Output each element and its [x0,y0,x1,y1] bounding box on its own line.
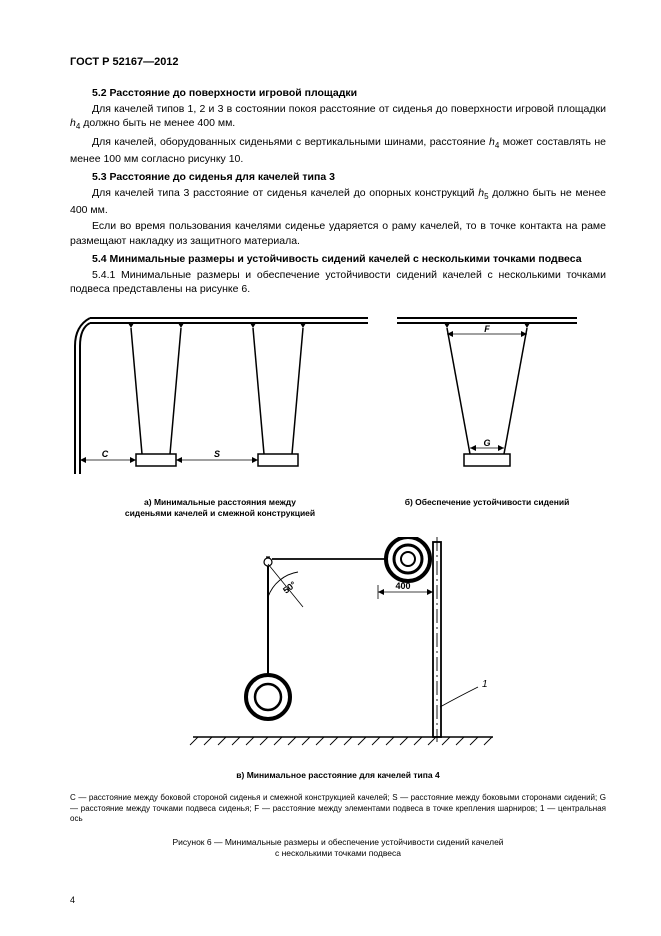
sec-5-4-title: 5.4 Минимальные размеры и устойчивость с… [70,252,606,266]
figure-a-svg: C S [70,306,370,491]
sec-5-4-title-text: 5.4 Минимальные размеры и устойчивость с… [92,253,582,265]
text: Для качелей типа 3 расстояние от сиденья… [92,187,478,199]
svg-text:1: 1 [482,679,488,690]
figure-b: F G б) Обеспечение устойчивости сидений [392,306,582,508]
fig-a-cap-2: сиденьями качелей и смежной конструкцией [125,508,315,518]
svg-text:C: C [102,449,109,459]
figure-6-caption: Рисунок 6 — Минимальные размеры и обеспе… [70,837,606,861]
fig6-cap-1: Рисунок 6 — Минимальные размеры и обеспе… [172,837,503,847]
text: должно быть не менее 400 мм. [80,117,235,129]
page: ГОСТ Р 52167—2012 5.2 Расстояние до пове… [0,0,661,936]
figures-row-ab: C S а) Минимальные расстояния между сиде… [70,306,606,519]
text: Для качелей типов 1, 2 и 3 в состоянии п… [92,103,606,115]
sec-5-2-title: 5.2 Расстояние до поверхности игровой пл… [70,86,606,100]
text: Для качелей, оборудованных сиденьями с в… [92,136,489,148]
sec-5-3-p2: Если во время пользования качелями сиден… [70,219,606,247]
figure-legend: C — расстояние между боковой стороной си… [70,793,606,824]
figure-a: C S а) Минимальные расстояния между сиде… [70,306,370,519]
figure-b-caption: б) Обеспечение устойчивости сидений [392,497,582,508]
figure-a-caption: а) Минимальные расстояния между сиденьям… [70,497,370,519]
svg-text:S: S [214,449,220,459]
figure-c: 50° 400 1 [70,537,606,781]
doc-header: ГОСТ Р 52167—2012 [70,55,606,70]
svg-text:50°: 50° [281,579,298,596]
fig-a-cap-1: а) Минимальные расстояния между [144,497,296,507]
figure-c-caption: в) Минимальное расстояние для качелей ти… [70,770,606,781]
sec-5-2-p2: Для качелей, оборудованных сиденьями с в… [70,135,606,166]
svg-text:G: G [483,438,490,448]
fig6-cap-2: с несколькими точками подвеса [275,848,401,858]
figure-c-svg: 50° 400 1 [178,537,498,762]
svg-text:F: F [484,324,490,334]
sec-5-3-title: 5.3 Расстояние до сиденья для качелей ти… [70,170,606,184]
page-number: 4 [70,894,75,906]
figure-b-svg: F G [392,306,582,491]
sec-5-3-p1: Для качелей типа 3 расстояние от сиденья… [70,186,606,217]
sec-5-2-p1: Для качелей типов 1, 2 и 3 в состоянии п… [70,102,606,133]
svg-text:400: 400 [395,581,410,591]
sec-5-4-1: 5.4.1 Минимальные размеры и обеспечение … [70,268,606,296]
